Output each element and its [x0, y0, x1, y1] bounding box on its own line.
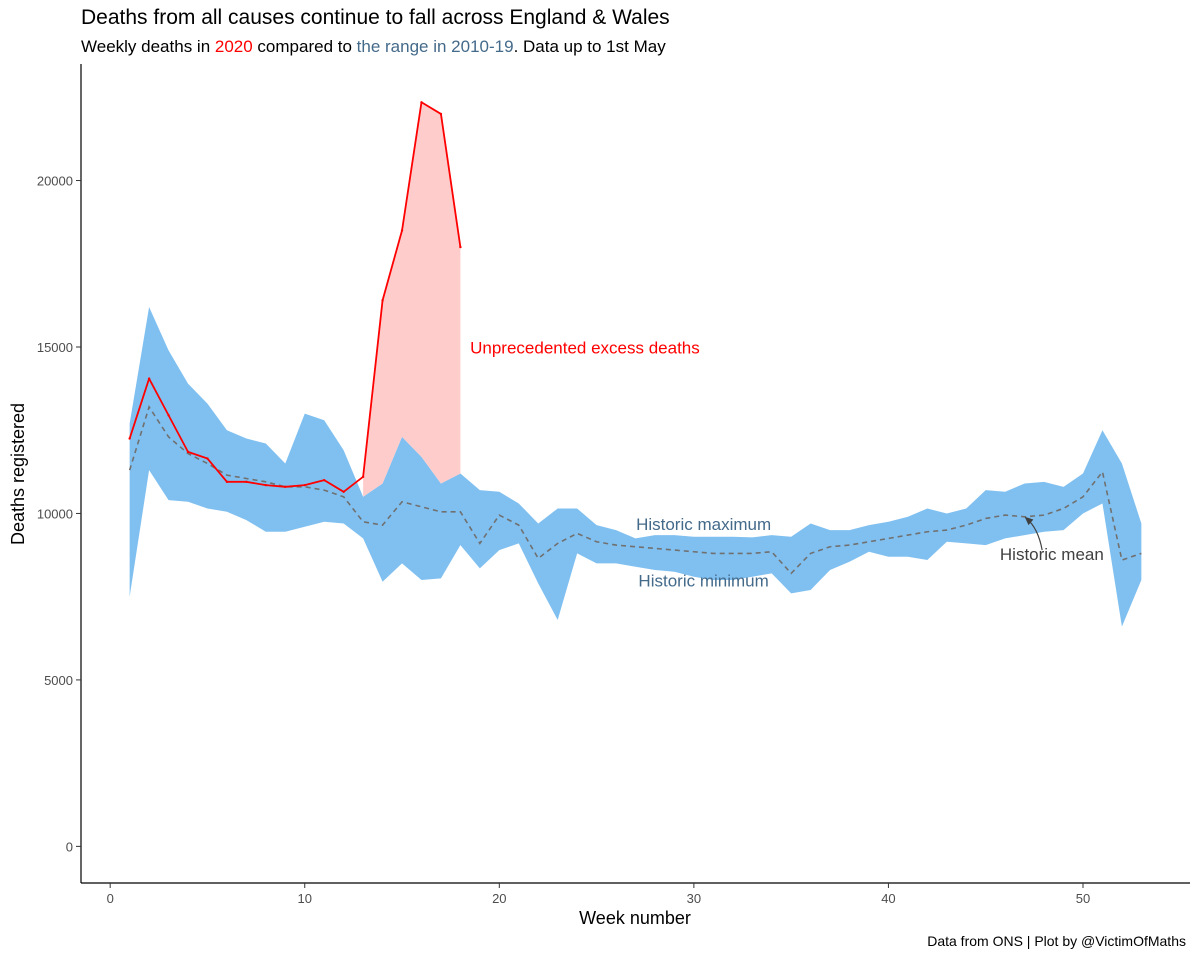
- subtitle-range: the range in 2010-19: [356, 37, 514, 56]
- deaths-2020-point: [381, 299, 384, 302]
- plot-area: Unprecedented excess deaths Historic maxi…: [128, 101, 1142, 627]
- subtitle-part1: Weekly deaths in: [81, 37, 215, 56]
- deaths-2020-point: [284, 485, 287, 489]
- deaths-2020-point: [225, 480, 229, 484]
- axes: 0 10 20 30 40 50 0 5000 10000 15000 20000: [37, 64, 1190, 906]
- y-tick-label: 10000: [37, 506, 73, 521]
- x-tick-label: 40: [881, 891, 895, 906]
- x-tick-label: 30: [687, 891, 701, 906]
- deaths-2020-point: [206, 457, 209, 460]
- deaths-2020-point: [264, 483, 268, 487]
- deaths-2020-point: [167, 414, 170, 417]
- deaths-2020-point: [459, 245, 462, 249]
- deaths-2020-point: [420, 101, 423, 104]
- historic-range-band: [129, 307, 1142, 627]
- y-axis-title: Deaths registered: [8, 403, 28, 545]
- annotation-excess: Unprecedented excess deaths: [470, 339, 700, 358]
- x-tick-label: 10: [298, 891, 312, 906]
- annotation-historic-max: Historic maximum: [636, 515, 771, 534]
- annotation-historic-mean: Historic mean: [1000, 545, 1104, 564]
- chart-subtitle: Weekly deaths in 2020 compared to the ra…: [81, 37, 666, 57]
- chart-caption: Data from ONS | Plot by @VictimOfMaths: [927, 933, 1186, 949]
- y-tick-label: 5000: [44, 673, 73, 688]
- x-tick-label: 0: [107, 891, 114, 906]
- deaths-2020-point: [303, 483, 306, 487]
- historic-mean-arrowhead: [1024, 516, 1034, 526]
- deaths-2020-point: [342, 490, 345, 494]
- chart-title: Deaths from all causes continue to fall …: [81, 6, 670, 29]
- historic-mean-line: [128, 405, 1142, 575]
- subtitle-year: 2020: [214, 37, 253, 56]
- deaths-2020-point: [323, 478, 326, 482]
- subtitle-part2: compared to: [252, 37, 357, 56]
- deaths-2020-point: [400, 229, 404, 232]
- x-tick-label: 20: [492, 891, 506, 906]
- deaths-2020-point: [186, 450, 190, 454]
- x-tick-label: 50: [1076, 891, 1090, 906]
- y-tick-label: 15000: [37, 340, 73, 355]
- x-axis-title: Week number: [579, 908, 691, 928]
- annotation-historic-min: Historic minimum: [638, 572, 768, 591]
- subtitle-part3: . Data up to 1st May: [513, 37, 666, 56]
- deaths-2020-point: [361, 475, 365, 479]
- deaths-2020-point: [245, 480, 248, 484]
- deaths-2020-point: [128, 437, 131, 440]
- deaths-2020-point: [147, 377, 151, 380]
- deaths-2020-point: [439, 112, 443, 116]
- y-tick-label: 0: [66, 839, 73, 854]
- deaths-2020-line: [128, 101, 462, 493]
- excess-deaths-area: [363, 102, 461, 497]
- y-tick-label: 20000: [37, 174, 73, 189]
